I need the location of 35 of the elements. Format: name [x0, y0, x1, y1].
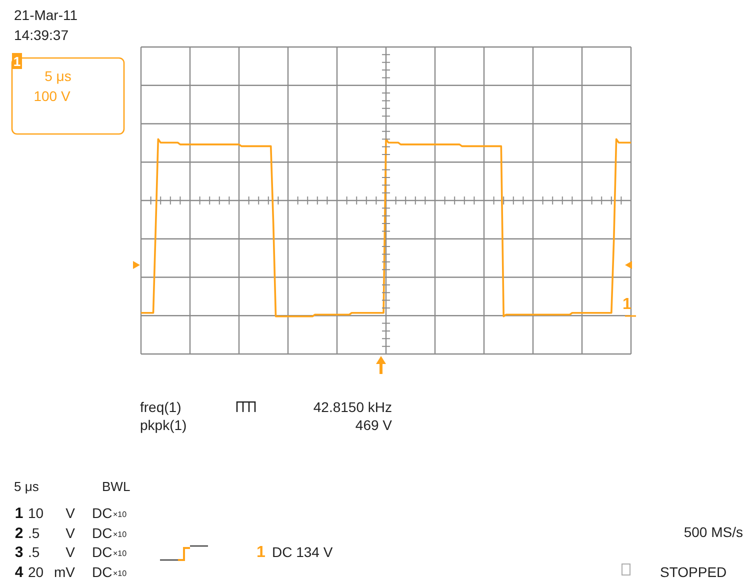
text: DC	[92, 564, 112, 579]
text: DC 134 V	[272, 544, 334, 560]
annotation: 1	[622, 296, 632, 313]
text: DC	[92, 505, 112, 521]
text: 14:39:37	[14, 27, 69, 43]
text: mV	[54, 564, 76, 579]
text: 1	[256, 544, 266, 561]
text: 10	[28, 505, 44, 521]
text: 1	[14, 505, 24, 522]
text: 2	[14, 525, 24, 542]
text: .5	[28, 525, 40, 541]
text: 21-Mar-11	[14, 7, 78, 23]
text: ×10	[113, 510, 128, 519]
text: 100 V	[34, 88, 71, 104]
text: freq(1)	[140, 399, 182, 415]
text: 3	[14, 544, 24, 561]
text: 42.8150 kHz	[313, 399, 392, 415]
text: ×10	[113, 549, 128, 558]
text: V	[66, 505, 76, 521]
text: 5 μs	[44, 68, 72, 84]
text: V	[66, 525, 76, 541]
text: 5 μs	[14, 479, 40, 494]
text: 500 MS/s	[684, 524, 743, 540]
text: 4	[14, 564, 24, 579]
text: DC	[92, 544, 112, 560]
text: ×10	[113, 530, 128, 539]
text: DC	[92, 525, 112, 541]
text: 20	[28, 564, 44, 579]
text: ×10	[113, 569, 128, 578]
text: STOPPED	[660, 564, 727, 579]
text: BWL	[102, 479, 130, 494]
text: pkpk(1)	[140, 417, 187, 433]
text: V	[66, 544, 76, 560]
text: 469 V	[355, 417, 393, 433]
text: .5	[28, 544, 40, 560]
